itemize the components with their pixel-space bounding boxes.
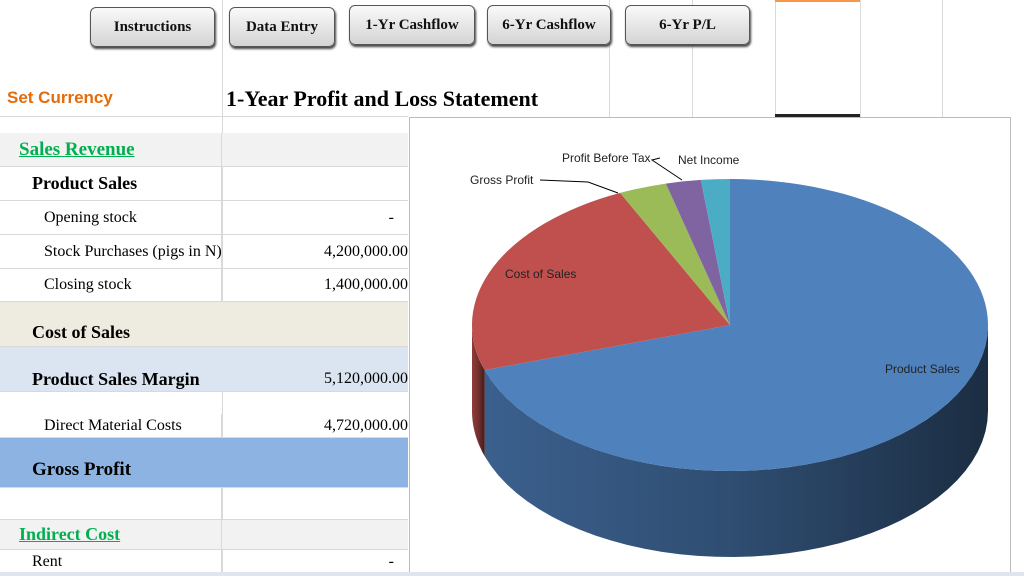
instructions-button[interactable]: Instructions — [90, 7, 215, 47]
sheet-tabs-bar[interactable] — [0, 572, 1024, 576]
6yr-pl-button[interactable]: 6-Yr P/L — [625, 5, 750, 45]
cell-border — [775, 114, 860, 117]
table-row — [0, 488, 408, 520]
data-label: Profit Before Tax — [562, 151, 651, 165]
set-currency-link[interactable]: Set Currency — [7, 88, 113, 107]
6yr-cashflow-button[interactable]: 6-Yr Cashflow — [487, 5, 611, 45]
leader-line — [650, 157, 683, 181]
page-title: 1-Year Profit and Loss Statement — [226, 86, 539, 111]
pie-chart-svg: Product Sales Cost of Sales Gross Profit Pr… — [470, 151, 988, 557]
pie-side-1 — [472, 325, 485, 457]
table-row: Direct Material Costs 4,720,000.00 — [0, 392, 408, 438]
data-entry-button[interactable]: Data Entry — [229, 7, 335, 47]
data-label: Cost of Sales — [505, 267, 576, 281]
pie-slice-product-sales[interactable] — [484, 179, 988, 471]
table-row: Sales Revenue — [0, 133, 408, 167]
1yr-cashflow-button[interactable]: 1-Yr Cashflow — [349, 5, 475, 45]
pie-slice-profit-before-tax[interactable] — [665, 179, 730, 325]
leader-line — [539, 179, 619, 194]
pie-slice-net-income[interactable] — [700, 179, 730, 325]
table-row: Stock Purchases (pigs in N) 4,200,000.00 — [0, 235, 408, 269]
data-label: Gross Profit — [470, 173, 534, 187]
selected-column-marker — [775, 0, 860, 2]
section-indirect-cost: Indirect Cost — [0, 520, 222, 549]
table-row: Cost of Sales — [0, 302, 408, 347]
table-row: Closing stock 1,400,000.00 — [0, 269, 408, 302]
data-label: Product Sales — [885, 362, 960, 376]
pie-slice-cost-of-sales[interactable] — [472, 192, 730, 371]
pie-side-0 — [484, 325, 988, 557]
section-sales-revenue: Sales Revenue — [0, 133, 222, 166]
data-label: Net Income — [678, 153, 740, 167]
table-row: Product Sales — [0, 167, 408, 201]
pie-chart[interactable]: Product Sales Cost of Sales Gross Profit Pr… — [409, 117, 1011, 576]
table-row: Product Sales Margin 5,120,000.00 — [0, 347, 408, 392]
table-row: Opening stock - — [0, 201, 408, 235]
pie-slice-gross-profit[interactable] — [620, 183, 730, 325]
table-row: Rent - — [0, 550, 408, 574]
table-row: Indirect Cost — [0, 520, 408, 550]
gridline — [222, 0, 223, 576]
table-row: Gross Profit — [0, 438, 408, 488]
